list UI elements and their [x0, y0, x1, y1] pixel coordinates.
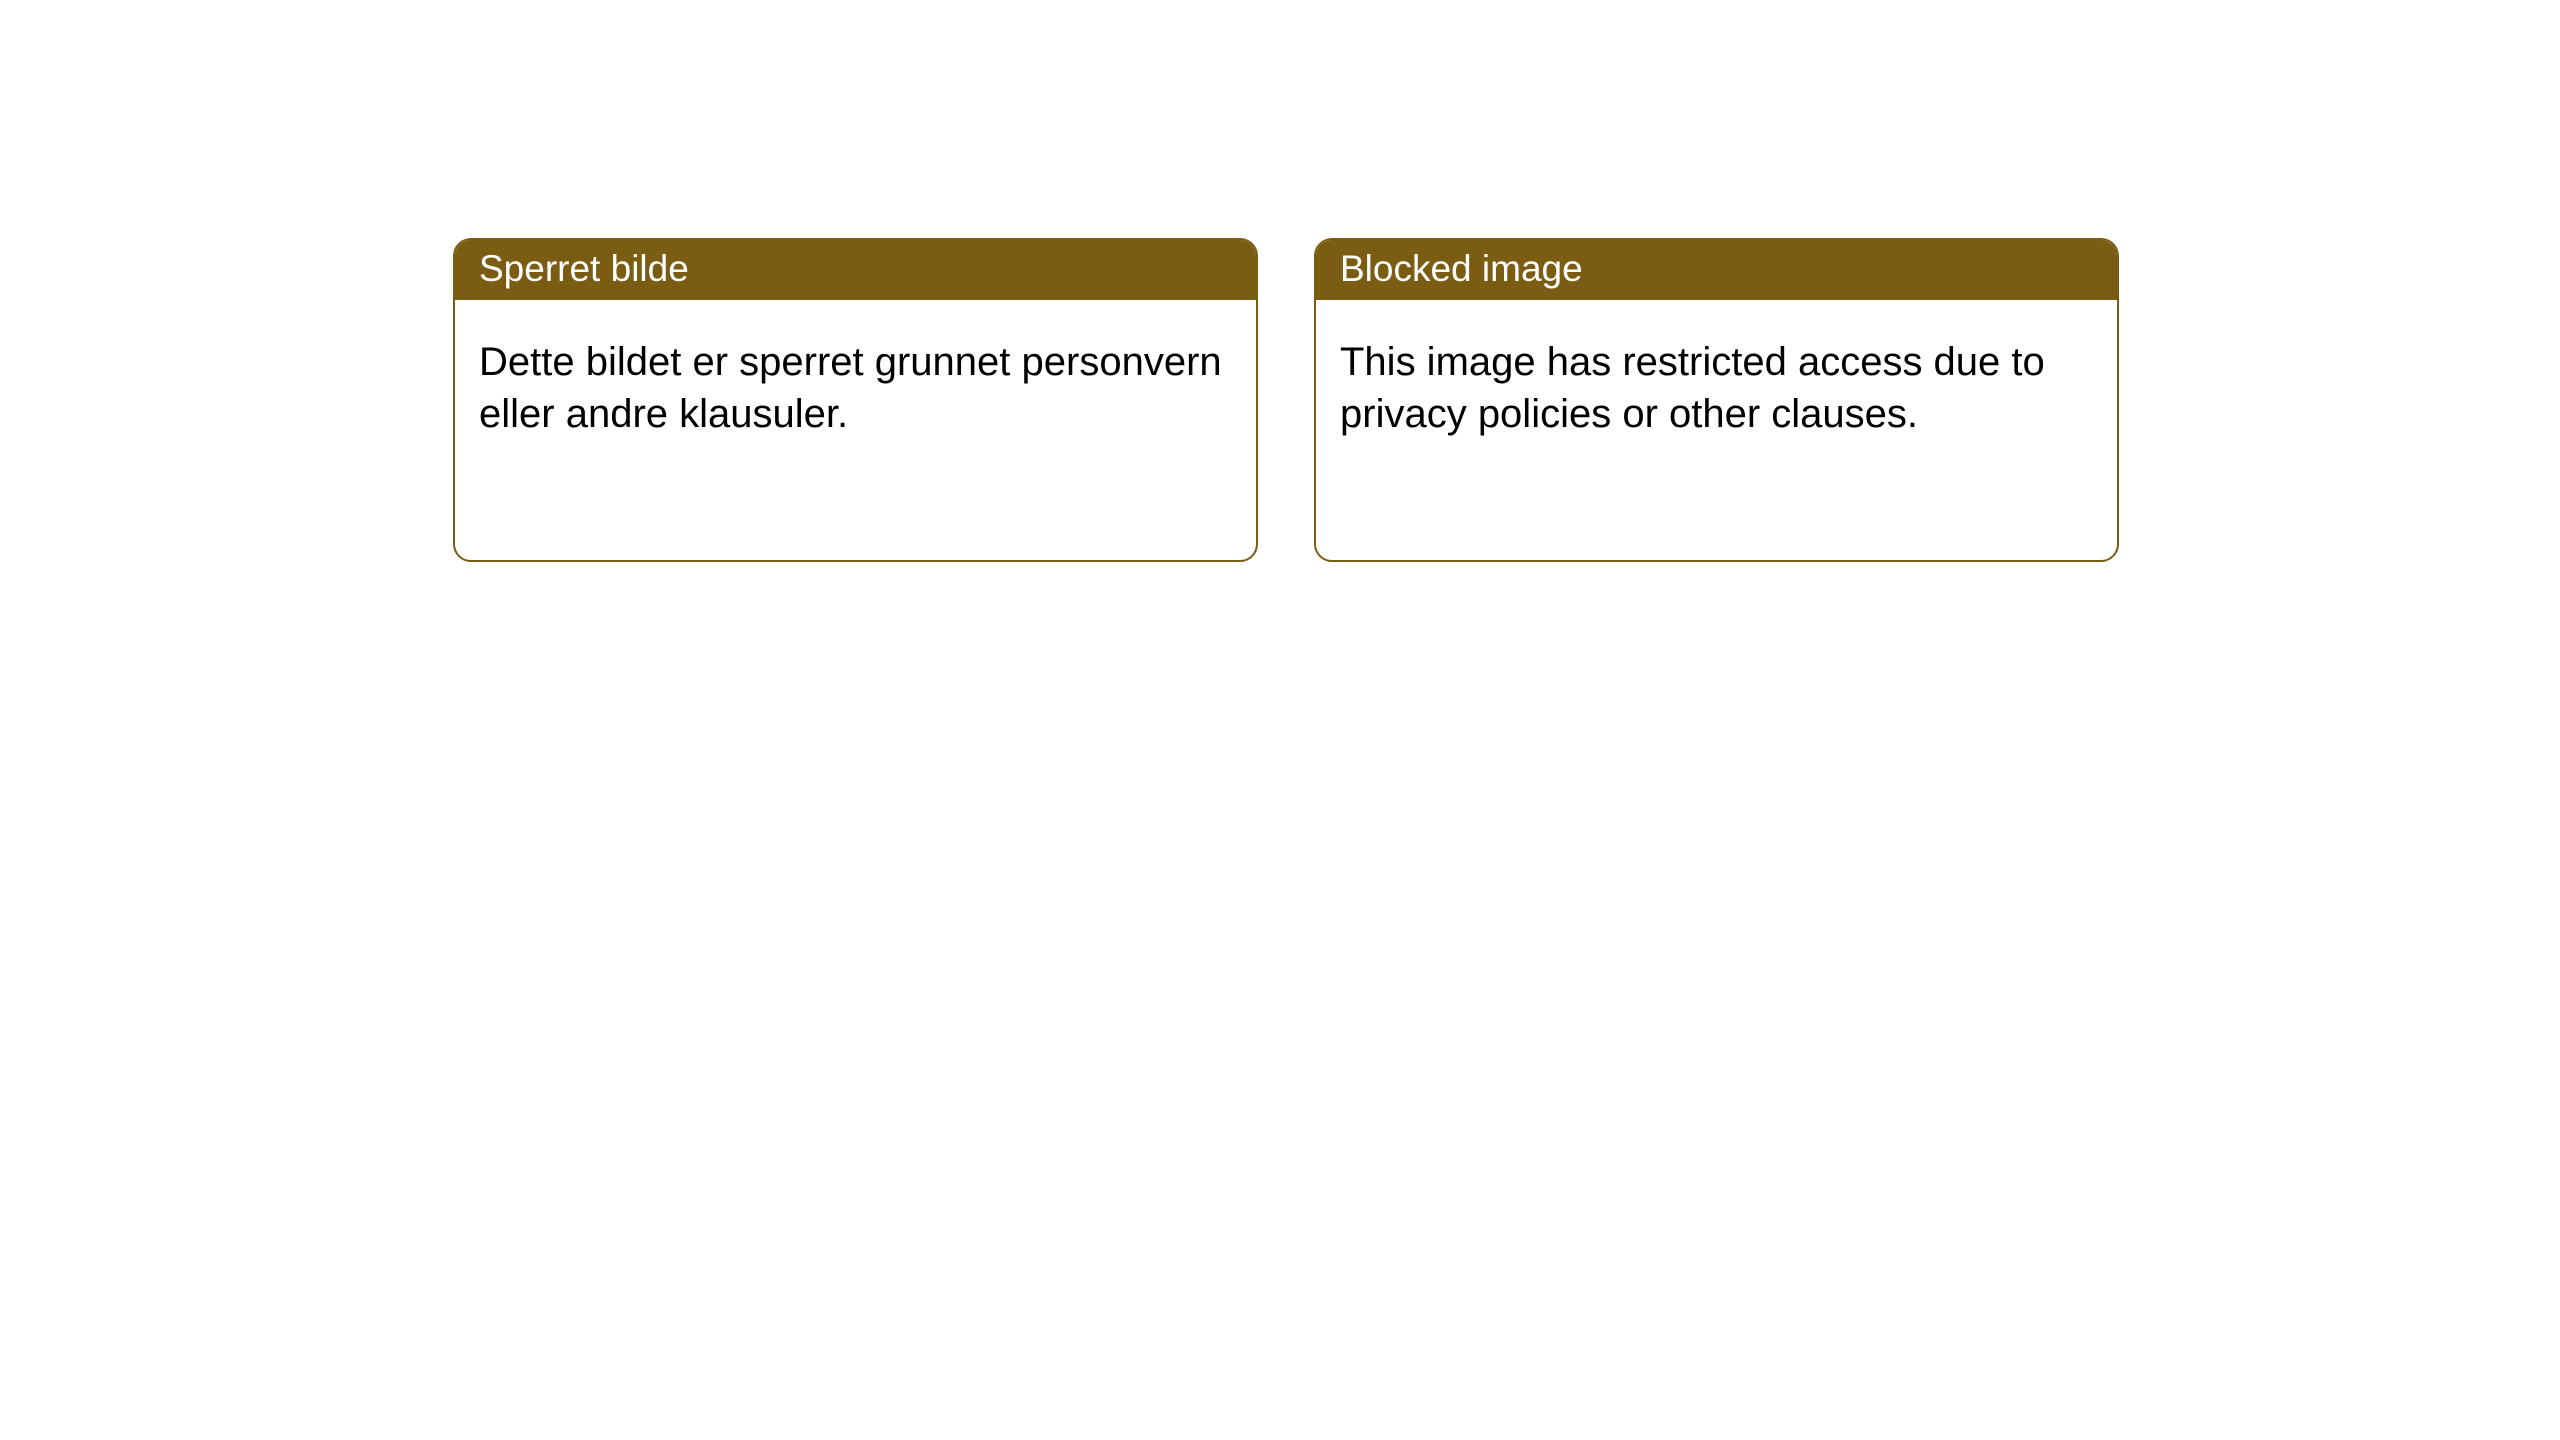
- card-title: Blocked image: [1340, 248, 1583, 289]
- card-body-text: This image has restricted access due to …: [1340, 340, 2045, 436]
- card-body-text: Dette bildet er sperret grunnet personve…: [479, 340, 1222, 436]
- card-header: Blocked image: [1316, 240, 2117, 300]
- notice-card-container: Sperret bilde Dette bildet er sperret gr…: [0, 0, 2560, 562]
- card-title: Sperret bilde: [479, 248, 689, 289]
- card-body: This image has restricted access due to …: [1316, 300, 2117, 560]
- card-header: Sperret bilde: [455, 240, 1256, 300]
- card-body: Dette bildet er sperret grunnet personve…: [455, 300, 1256, 560]
- notice-card-norwegian: Sperret bilde Dette bildet er sperret gr…: [453, 238, 1258, 562]
- notice-card-english: Blocked image This image has restricted …: [1314, 238, 2119, 562]
